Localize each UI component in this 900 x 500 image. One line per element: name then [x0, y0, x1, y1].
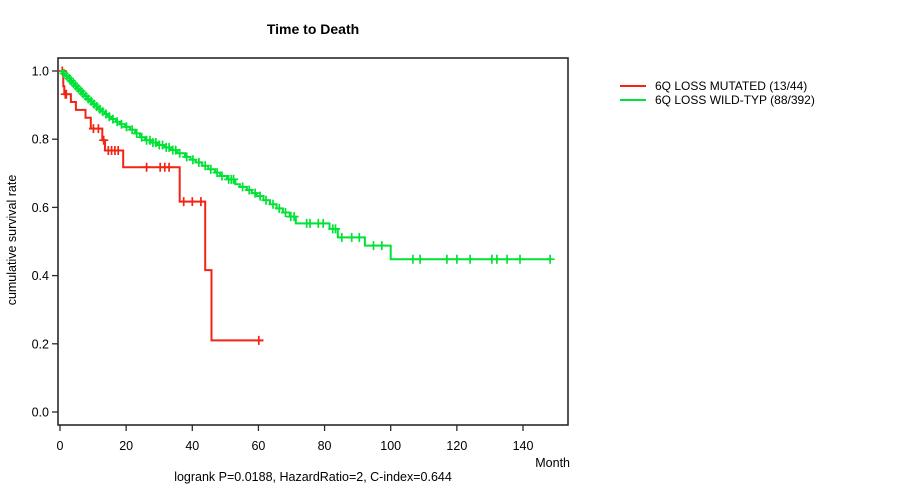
- x-tick-label: 80: [318, 439, 332, 453]
- x-axis-label: Month: [535, 456, 570, 470]
- x-tick-label: 120: [446, 439, 467, 453]
- mutated-curve: [60, 70, 264, 342]
- y-tick-label: 0.6: [32, 201, 49, 215]
- legend: 6Q LOSS MUTATED (13/44) 6Q LOSS WILD-TYP…: [620, 79, 815, 107]
- plot-title: Time to Death: [266, 21, 360, 37]
- x-tick-label: 20: [119, 439, 133, 453]
- x-tick-label: 0: [57, 439, 64, 453]
- legend-label-mutated: 6Q LOSS MUTATED (13/44): [655, 79, 808, 93]
- mutated-censor-marks: [57, 66, 264, 345]
- y-tick-label: 0.0: [32, 406, 49, 420]
- x-tick-label: 40: [185, 439, 199, 453]
- wildtype-censor-marks: [59, 68, 555, 264]
- y-tick-label: 0.2: [32, 337, 49, 351]
- legend-item-mutated: 6Q LOSS MUTATED (13/44): [620, 79, 815, 93]
- legend-item-wildtype: 6Q LOSS WILD-TYP (88/392): [620, 93, 815, 107]
- y-tick-label: 1.0: [32, 65, 49, 79]
- y-axis-label: cumulative survival rate: [5, 174, 19, 306]
- legend-line-mutated-icon: [620, 85, 646, 87]
- legend-label-wildtype: 6Q LOSS WILD-TYP (88/392): [655, 93, 815, 107]
- wildtype-curve: [60, 70, 552, 261]
- x-tick-label: 100: [380, 439, 401, 453]
- x-tick-label: 60: [251, 439, 265, 453]
- plot-border: [57, 57, 569, 426]
- y-tick-label: 0.4: [32, 269, 49, 283]
- stats-caption: logrank P=0.0188, HazardRatio=2, C-index…: [174, 470, 452, 484]
- y-tick-label: 0.8: [32, 133, 49, 147]
- x-tick-label: 140: [513, 439, 534, 453]
- legend-line-wildtype-icon: [620, 99, 646, 101]
